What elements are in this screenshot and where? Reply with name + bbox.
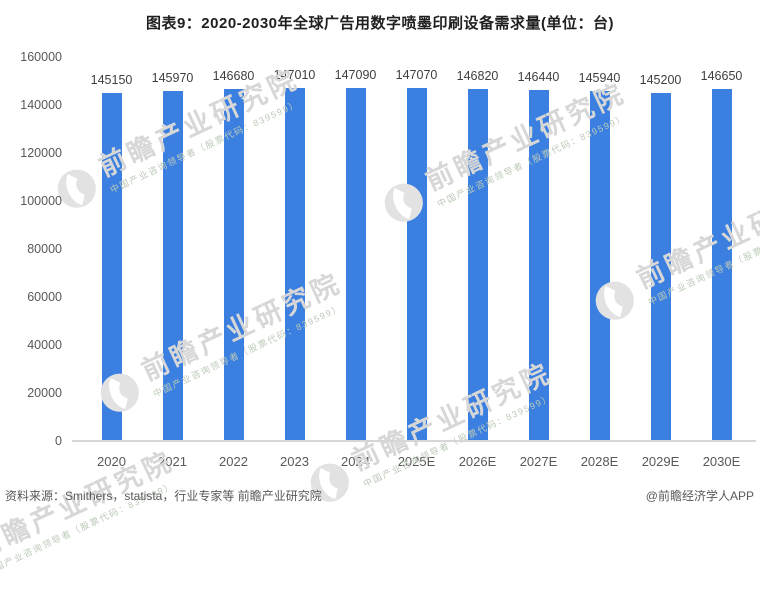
bar-column: 145200 2029E	[630, 57, 691, 469]
bar	[284, 88, 305, 441]
bar-column: 145150 2020	[81, 57, 142, 469]
y-axis-tick-label: 0	[55, 434, 62, 448]
y-axis-tick-label: 160000	[20, 50, 62, 64]
x-axis-tick-label: 2030E	[702, 454, 741, 469]
chart-title: 图表9：2020-2030年全球广告用数字喷墨印刷设备需求量(单位：台)	[145, 15, 615, 32]
watermark-brand: 前瞻产业研究院	[0, 445, 179, 565]
x-axis-tick-label: 2026E	[458, 454, 497, 469]
bar	[406, 88, 427, 441]
bar	[345, 87, 366, 441]
bar-column: 147090 2024	[325, 57, 386, 469]
x-axis-tick-label: 2025E	[397, 454, 436, 469]
bar	[101, 92, 122, 441]
bar-value-label: 147090	[334, 67, 377, 82]
bar	[650, 92, 671, 441]
bar	[223, 88, 244, 441]
x-axis-tick-label: 2024	[341, 454, 370, 469]
bar	[162, 90, 183, 441]
x-axis-tick-label: 2020	[97, 454, 126, 469]
x-axis-tick-label: 2021	[158, 454, 187, 469]
y-axis-tick-label: 60000	[27, 290, 62, 304]
bar-column: 146680 2022	[203, 57, 264, 469]
bar-column: 147010 2023	[264, 57, 325, 469]
app-credit: @前瞻经济学人APP	[645, 489, 754, 503]
bar	[528, 89, 549, 441]
bar-value-label: 146680	[212, 68, 255, 83]
bar-value-label: 145940	[578, 70, 621, 85]
y-axis-tick-label: 120000	[20, 146, 62, 160]
bar	[467, 88, 488, 441]
source-note: 资料来源：Smithers，statista，行业专家等 前瞻产业研究院	[5, 489, 322, 503]
x-axis-tick-label: 2023	[280, 454, 309, 469]
bar-value-label: 146440	[517, 69, 560, 84]
bar-column: 146440 2027E	[508, 57, 569, 469]
y-axis-tick-label: 80000	[27, 242, 62, 256]
bar-value-label: 146650	[700, 69, 743, 84]
bar-chart-plot-area: 145150 2020 145970 2021 146680 2022 147010 2023…	[81, 57, 752, 469]
bar-column: 146820 2026E	[447, 57, 508, 469]
y-axis-tick-label: 140000	[20, 98, 62, 112]
bar-value-label: 145200	[639, 72, 682, 87]
bar-column: 145940 2028E	[569, 57, 630, 469]
bar-value-label: 147070	[395, 68, 438, 83]
bar-value-label: 147010	[273, 68, 316, 83]
x-axis-line	[72, 440, 756, 442]
y-axis-tick-label: 100000	[20, 194, 62, 208]
x-axis-tick-label: 2029E	[641, 454, 680, 469]
x-axis-tick-label: 2027E	[519, 454, 558, 469]
bar-value-label: 145150	[90, 72, 133, 87]
x-axis-tick-label: 2028E	[580, 454, 619, 469]
bar-column: 145970 2021	[142, 57, 203, 469]
bar-column: 146650 2030E	[691, 57, 752, 469]
bar-column: 147070 2025E	[386, 57, 447, 469]
bar	[589, 90, 610, 441]
y-axis-tick-label: 40000	[27, 338, 62, 352]
bar	[711, 89, 732, 441]
bar-value-label: 145970	[151, 70, 194, 85]
y-axis-tick-label: 20000	[27, 386, 62, 400]
bar-value-label: 146820	[456, 68, 499, 83]
x-axis-tick-label: 2022	[219, 454, 248, 469]
